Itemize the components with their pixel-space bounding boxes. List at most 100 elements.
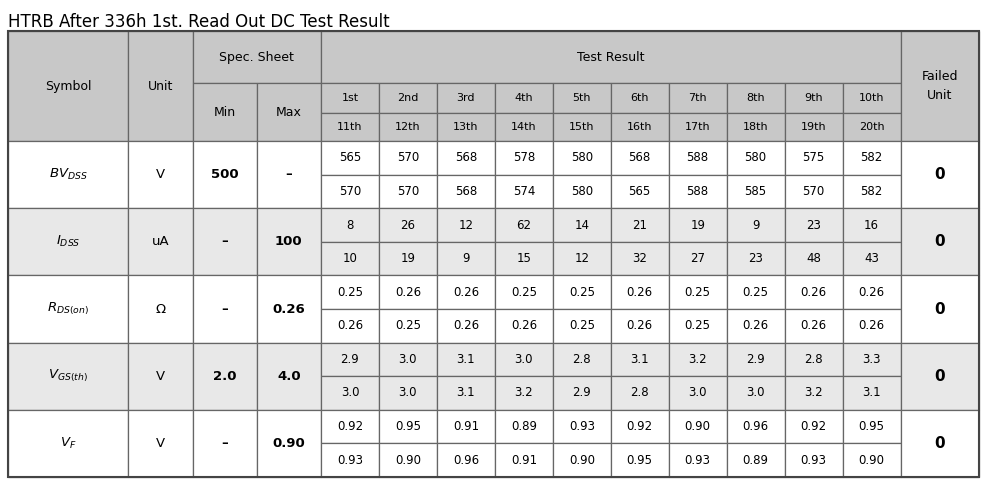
Bar: [784, 113, 842, 141]
Bar: [610, 175, 669, 208]
Text: 580: 580: [743, 151, 766, 164]
Text: 0.26: 0.26: [800, 319, 826, 332]
Text: 0.26: 0.26: [336, 319, 363, 332]
Text: 0.26: 0.26: [858, 319, 883, 332]
Text: 5th: 5th: [572, 93, 591, 103]
Text: 0.96: 0.96: [741, 420, 768, 433]
Bar: [494, 208, 552, 242]
Bar: [784, 141, 842, 175]
Text: $V_F$: $V_F$: [60, 436, 76, 451]
Text: 3.0: 3.0: [514, 353, 532, 366]
Bar: [784, 343, 842, 376]
Text: 9: 9: [461, 252, 469, 265]
Bar: [320, 309, 379, 343]
Bar: [610, 242, 669, 275]
Bar: [610, 443, 669, 477]
Text: 570: 570: [802, 185, 824, 198]
Text: 0.90: 0.90: [568, 454, 595, 467]
Bar: [899, 343, 978, 410]
Bar: [610, 208, 669, 242]
Bar: [320, 208, 379, 242]
Text: 0.25: 0.25: [394, 319, 420, 332]
Bar: [726, 175, 784, 208]
Bar: [726, 443, 784, 477]
Bar: [320, 275, 379, 309]
Text: 3.0: 3.0: [340, 386, 359, 400]
Text: 19th: 19th: [800, 122, 825, 132]
Bar: [494, 410, 552, 443]
Text: 568: 568: [628, 151, 650, 164]
Text: $I_{DSS}$: $I_{DSS}$: [56, 234, 81, 249]
Text: 3.3: 3.3: [862, 353, 880, 366]
Bar: [320, 83, 379, 113]
Text: 0.89: 0.89: [741, 454, 768, 467]
Bar: [552, 242, 610, 275]
Bar: [842, 83, 899, 113]
Text: 4.0: 4.0: [277, 370, 301, 382]
Bar: [437, 175, 494, 208]
Text: 0.89: 0.89: [511, 420, 536, 433]
Text: Ω: Ω: [155, 302, 166, 316]
Bar: [669, 175, 726, 208]
Text: 0.92: 0.92: [336, 420, 363, 433]
Text: 578: 578: [512, 151, 534, 164]
Text: 0.26: 0.26: [453, 319, 478, 332]
Bar: [8, 343, 128, 410]
Bar: [494, 275, 552, 309]
Text: 3.0: 3.0: [745, 386, 764, 400]
Bar: [494, 309, 552, 343]
Text: 0.26: 0.26: [626, 319, 652, 332]
Text: $V_{GS(th)}$: $V_{GS(th)}$: [48, 368, 88, 384]
Text: 18th: 18th: [742, 122, 768, 132]
Text: –: –: [285, 168, 292, 181]
Text: 0.25: 0.25: [684, 319, 710, 332]
Bar: [610, 376, 669, 410]
Bar: [494, 242, 552, 275]
Bar: [842, 410, 899, 443]
Bar: [784, 242, 842, 275]
Text: 2nd: 2nd: [396, 93, 418, 103]
Text: 11th: 11th: [337, 122, 362, 132]
Bar: [610, 410, 669, 443]
Text: 0.26: 0.26: [394, 286, 421, 299]
Text: 20th: 20th: [858, 122, 883, 132]
Text: 0.25: 0.25: [511, 286, 536, 299]
Text: 2.8: 2.8: [572, 353, 591, 366]
Text: 580: 580: [570, 185, 593, 198]
Bar: [320, 141, 379, 175]
Bar: [128, 343, 192, 410]
Text: 0.93: 0.93: [800, 454, 825, 467]
Text: 2.8: 2.8: [630, 386, 649, 400]
Bar: [192, 141, 256, 208]
Bar: [320, 113, 379, 141]
Text: 2.0: 2.0: [213, 370, 237, 382]
Bar: [437, 309, 494, 343]
Text: 0.90: 0.90: [272, 437, 305, 450]
Bar: [784, 443, 842, 477]
Bar: [669, 343, 726, 376]
Bar: [494, 175, 552, 208]
Text: 0.90: 0.90: [684, 420, 710, 433]
Text: Symbol: Symbol: [45, 80, 92, 92]
Text: Max: Max: [276, 106, 302, 118]
Text: 3rd: 3rd: [457, 93, 474, 103]
Text: 16th: 16th: [626, 122, 652, 132]
Bar: [320, 175, 379, 208]
Text: 582: 582: [860, 185, 881, 198]
Bar: [552, 343, 610, 376]
Bar: [726, 113, 784, 141]
Text: 15: 15: [516, 252, 530, 265]
Text: 17th: 17th: [684, 122, 710, 132]
Bar: [437, 343, 494, 376]
Bar: [192, 275, 256, 343]
Text: 26: 26: [400, 218, 415, 231]
Bar: [899, 410, 978, 477]
Bar: [437, 141, 494, 175]
Text: 565: 565: [628, 185, 650, 198]
Text: 15th: 15th: [569, 122, 594, 132]
Text: 0: 0: [934, 436, 945, 451]
Bar: [726, 208, 784, 242]
Bar: [726, 343, 784, 376]
Text: 23: 23: [806, 218, 820, 231]
Bar: [784, 410, 842, 443]
